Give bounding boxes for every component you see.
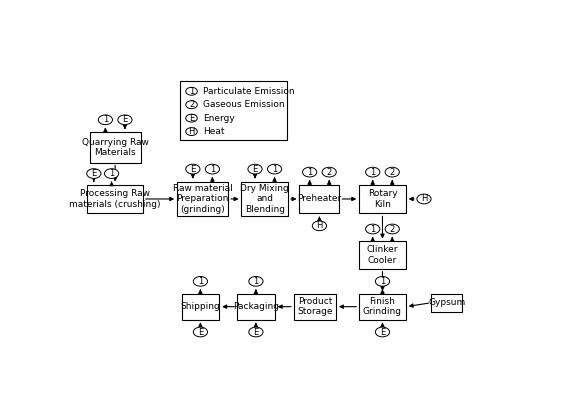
Text: 1: 1 (370, 167, 375, 177)
Text: Raw material
Preparation
(grinding): Raw material Preparation (grinding) (172, 184, 233, 214)
FancyBboxPatch shape (180, 81, 287, 140)
Circle shape (322, 167, 336, 177)
Text: 1: 1 (198, 277, 203, 286)
Circle shape (193, 277, 207, 286)
Text: 1: 1 (380, 277, 385, 286)
Text: 1: 1 (103, 115, 108, 124)
FancyBboxPatch shape (88, 184, 143, 214)
Circle shape (186, 128, 197, 136)
Circle shape (99, 115, 112, 125)
FancyBboxPatch shape (300, 184, 339, 214)
Text: Processing Raw
materials (crushing): Processing Raw materials (crushing) (69, 189, 161, 209)
Circle shape (366, 167, 380, 177)
Circle shape (205, 164, 219, 174)
Text: E: E (189, 113, 194, 123)
Circle shape (385, 167, 399, 177)
Circle shape (268, 164, 282, 174)
Text: E: E (122, 115, 128, 124)
Text: Rotary
Kiln: Rotary Kiln (368, 189, 397, 209)
Text: 1: 1 (253, 277, 258, 286)
Circle shape (87, 169, 101, 178)
Circle shape (375, 327, 390, 337)
Text: E: E (190, 165, 195, 174)
Circle shape (303, 167, 317, 177)
Text: Clinker
Cooler: Clinker Cooler (367, 245, 398, 265)
Text: 2: 2 (390, 225, 395, 234)
Circle shape (249, 277, 263, 286)
FancyBboxPatch shape (294, 294, 336, 320)
Text: E: E (252, 165, 258, 174)
Text: Finish
Grinding: Finish Grinding (363, 297, 402, 316)
Circle shape (385, 224, 399, 234)
Text: E: E (253, 327, 258, 336)
FancyBboxPatch shape (359, 184, 406, 214)
Text: 1: 1 (210, 165, 215, 174)
Text: 2: 2 (327, 167, 332, 177)
Text: Energy: Energy (203, 113, 234, 123)
Circle shape (186, 164, 200, 174)
Text: H: H (316, 221, 323, 230)
Text: E: E (91, 169, 96, 178)
Circle shape (186, 101, 197, 109)
FancyBboxPatch shape (241, 182, 288, 216)
Text: 1: 1 (272, 165, 277, 174)
Text: 2: 2 (189, 100, 194, 109)
Text: Dry Mixing
and
Blending: Dry Mixing and Blending (241, 184, 289, 214)
Circle shape (104, 169, 119, 178)
Circle shape (375, 277, 390, 286)
Text: Preheater: Preheater (297, 195, 342, 203)
Text: 1: 1 (189, 87, 194, 96)
FancyBboxPatch shape (359, 242, 406, 269)
FancyBboxPatch shape (237, 294, 275, 320)
Circle shape (248, 164, 262, 174)
Text: Gaseous Emission: Gaseous Emission (203, 100, 284, 109)
FancyBboxPatch shape (359, 294, 406, 320)
Text: Heat: Heat (203, 127, 224, 136)
Text: Quarrying Raw
Materials: Quarrying Raw Materials (82, 138, 148, 157)
Text: Gypsum: Gypsum (428, 298, 465, 307)
Text: H: H (189, 127, 195, 136)
Text: 2: 2 (390, 167, 395, 177)
Text: 1: 1 (307, 167, 312, 177)
FancyBboxPatch shape (177, 182, 228, 216)
Circle shape (118, 115, 132, 125)
Text: 1: 1 (370, 225, 375, 234)
Circle shape (186, 87, 197, 95)
Text: Particulate Emission: Particulate Emission (203, 87, 295, 96)
Text: E: E (198, 327, 203, 336)
Text: E: E (380, 327, 385, 336)
FancyBboxPatch shape (431, 294, 462, 312)
Text: H: H (421, 195, 427, 203)
FancyBboxPatch shape (89, 132, 141, 163)
Text: Packaging: Packaging (233, 302, 279, 311)
FancyBboxPatch shape (182, 294, 219, 320)
Circle shape (312, 221, 327, 230)
Text: Product
Storage: Product Storage (297, 297, 333, 316)
Circle shape (417, 194, 431, 204)
Circle shape (249, 327, 263, 337)
Text: Shipping: Shipping (180, 302, 220, 311)
Circle shape (193, 327, 207, 337)
Text: 1: 1 (109, 169, 114, 178)
Circle shape (186, 114, 197, 122)
Circle shape (366, 224, 380, 234)
